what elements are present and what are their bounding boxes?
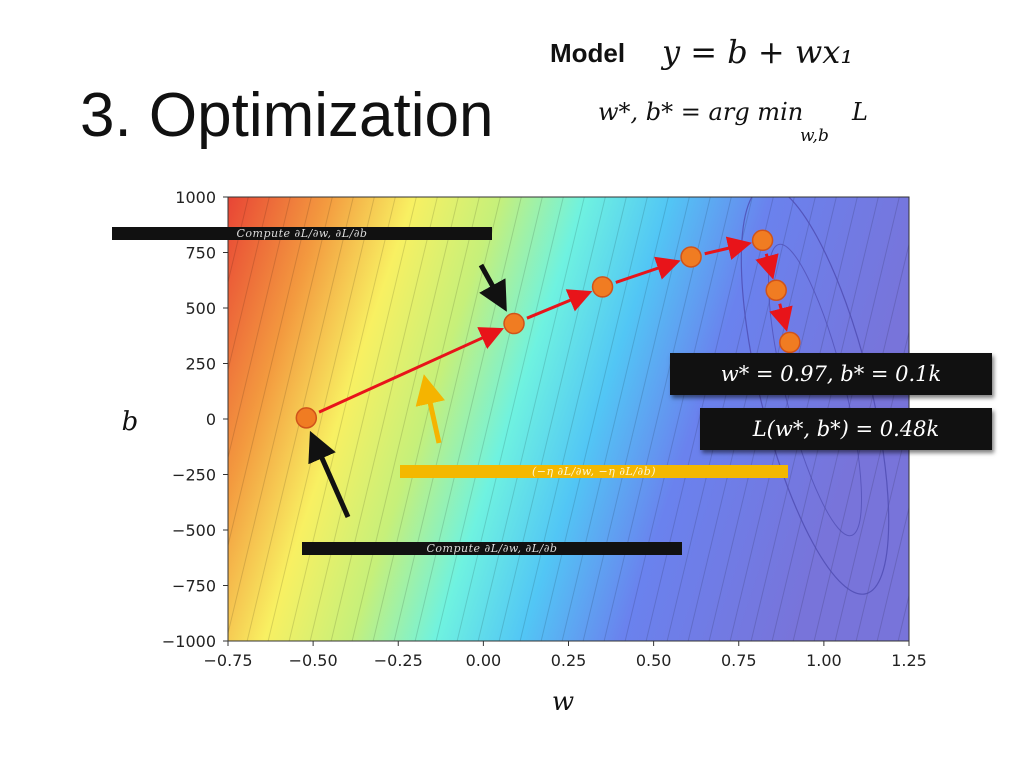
descent-step-arrow [769,303,793,332]
y-tick-label: 750 [185,244,216,263]
y-tick-label: −500 [172,521,216,540]
model-equation: y = b + wx₁ [662,33,854,71]
descent-step-arrow [704,236,752,260]
compute-gradient-banner-bottom: Compute ∂L/∂w, ∂L/∂b [302,542,682,555]
y-axis-label: b [122,407,139,437]
y-tick-label: −750 [172,577,216,596]
argmin-subscript: w,b [800,126,829,146]
x-tick-label: 0.50 [636,651,672,670]
descent-point [751,229,774,252]
descent-step-arrow [615,256,681,284]
descent-point [680,246,702,268]
x-tick-label: 1.25 [891,651,927,670]
descent-point [295,407,318,429]
x-axis: −0.75 −0.50 −0.25 0.00 0.25 0.50 0.75 1.00 1.25 [203,641,927,670]
pointer-arrow-compute-top [478,263,507,312]
x-tick-label: 1.00 [806,651,842,670]
compute-gradient-banner-top: Compute ∂L/∂w, ∂L/∂b [112,227,492,240]
pointer-arrow-compute-bottom [308,430,351,519]
descent-points [295,229,801,429]
x-tick-label: −0.25 [374,651,423,670]
y-axis: 1000 750 500 250 0 −250 −500 −750 −1000 [162,188,228,651]
y-tick-label: −1000 [162,632,216,651]
descent-step-arrow [755,253,779,280]
y-tick-label: 250 [185,355,216,374]
descent-point [765,279,787,301]
y-tick-label: 500 [185,299,216,318]
update-step-banner: (−η ∂L/∂w, −η ∂L/∂b) [400,465,788,478]
optimal-loss-box: L(w*, b*) = 0.48k [700,408,992,450]
x-axis-label: w [552,687,574,717]
descent-point [503,312,525,335]
descent-point [779,331,801,354]
descent-point [591,276,614,298]
optimal-params-box: w* = 0.97, b* = 0.1k [670,353,992,395]
x-tick-label: 0.75 [721,651,757,670]
descent-path [318,236,793,414]
x-tick-label: 0.25 [551,651,587,670]
argmin-equation: w*, b* = arg min [598,98,804,126]
x-tick-label: −0.75 [203,651,252,670]
x-tick-label: −0.50 [289,651,338,670]
descent-step-arrow [526,289,593,320]
y-tick-label: 0 [206,410,216,429]
argmin-variable: L [852,98,868,126]
slide-title: 3. Optimization [80,81,494,150]
y-tick-label: −250 [172,466,216,485]
pointer-arrow-update [415,374,445,444]
y-tick-label: 1000 [175,188,216,207]
descent-step-arrow [318,327,505,414]
model-label: Model [550,38,626,68]
x-tick-label: 0.00 [466,651,502,670]
